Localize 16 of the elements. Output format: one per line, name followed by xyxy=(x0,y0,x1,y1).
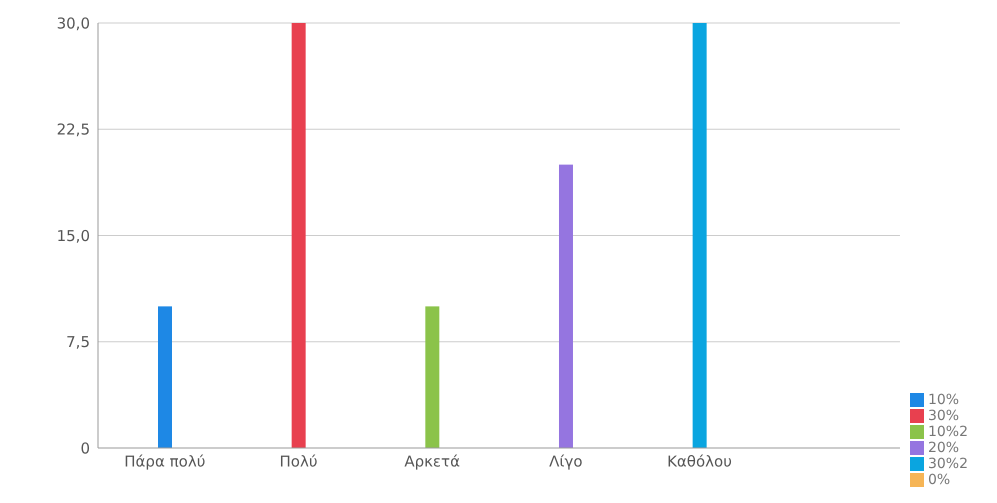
y-tick-label: 7,5 xyxy=(66,333,90,352)
x-tick-label: Καθόλου xyxy=(667,452,732,471)
x-tick-label: Αρκετά xyxy=(404,452,460,471)
y-tick-label: 0 xyxy=(80,439,90,458)
legend-label: 30%2 xyxy=(928,456,968,472)
y-tick-label: 30,0 xyxy=(56,14,90,32)
x-tick-label: Πάρα πολύ xyxy=(124,452,206,471)
legend-label: 10%2 xyxy=(928,424,968,440)
legend-label: 30% xyxy=(928,408,960,424)
x-tick-label: Πολύ xyxy=(279,452,318,471)
legend-label: 0% xyxy=(928,472,950,488)
x-tick-label: Λίγο xyxy=(549,452,583,471)
legend-label: 20% xyxy=(928,440,960,456)
y-tick-label: 15,0 xyxy=(56,226,90,245)
y-tick-label: 22,5 xyxy=(56,120,90,139)
legend-label: 10% xyxy=(928,392,960,408)
